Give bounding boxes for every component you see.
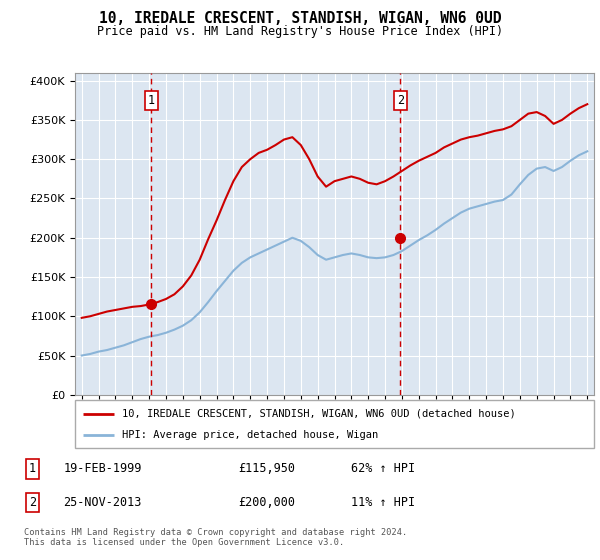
- FancyBboxPatch shape: [75, 400, 594, 448]
- Text: 11% ↑ HPI: 11% ↑ HPI: [351, 496, 415, 509]
- Text: 2: 2: [29, 496, 36, 509]
- Text: £200,000: £200,000: [238, 496, 295, 509]
- Text: Price paid vs. HM Land Registry's House Price Index (HPI): Price paid vs. HM Land Registry's House …: [97, 25, 503, 38]
- Text: Contains HM Land Registry data © Crown copyright and database right 2024.
This d: Contains HM Land Registry data © Crown c…: [24, 528, 407, 547]
- Text: 1: 1: [148, 94, 155, 107]
- Text: 10, IREDALE CRESCENT, STANDISH, WIGAN, WN6 0UD: 10, IREDALE CRESCENT, STANDISH, WIGAN, W…: [99, 11, 501, 26]
- Text: 62% ↑ HPI: 62% ↑ HPI: [351, 463, 415, 475]
- Text: 10, IREDALE CRESCENT, STANDISH, WIGAN, WN6 0UD (detached house): 10, IREDALE CRESCENT, STANDISH, WIGAN, W…: [122, 409, 515, 419]
- Text: 25-NOV-2013: 25-NOV-2013: [64, 496, 142, 509]
- Text: 1: 1: [29, 463, 36, 475]
- Text: 2: 2: [397, 94, 404, 107]
- Text: £115,950: £115,950: [238, 463, 295, 475]
- Text: HPI: Average price, detached house, Wigan: HPI: Average price, detached house, Wiga…: [122, 430, 378, 440]
- Text: 19-FEB-1999: 19-FEB-1999: [64, 463, 142, 475]
